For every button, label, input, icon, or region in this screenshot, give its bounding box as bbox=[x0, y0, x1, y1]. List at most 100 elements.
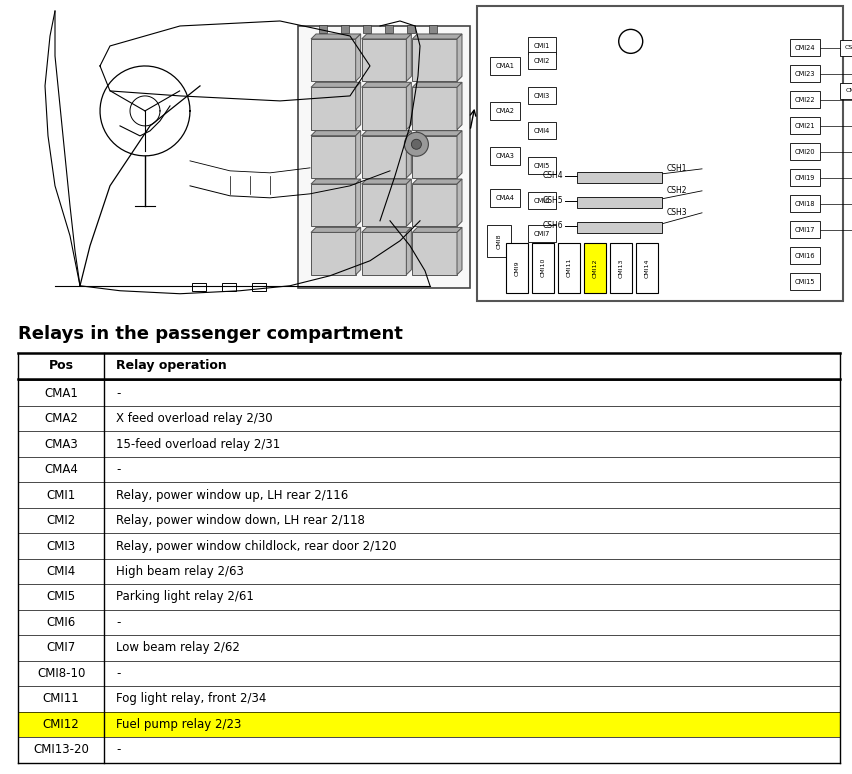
Text: 15-feed overload relay 2/31: 15-feed overload relay 2/31 bbox=[116, 437, 280, 450]
Circle shape bbox=[404, 132, 428, 156]
Bar bbox=[361, 135, 406, 178]
Text: CMI1: CMI1 bbox=[533, 43, 550, 49]
Polygon shape bbox=[406, 228, 411, 275]
Bar bbox=[789, 170, 819, 187]
Polygon shape bbox=[355, 179, 360, 227]
Text: CMI18: CMI18 bbox=[794, 200, 815, 207]
Bar bbox=[839, 83, 852, 99]
Text: CMI8: CMI8 bbox=[496, 233, 501, 248]
Bar bbox=[412, 184, 457, 227]
Circle shape bbox=[411, 139, 421, 149]
Polygon shape bbox=[457, 131, 462, 178]
Polygon shape bbox=[361, 82, 411, 87]
Text: High beam relay 2/63: High beam relay 2/63 bbox=[116, 565, 244, 578]
Polygon shape bbox=[311, 179, 360, 184]
Text: CMI5: CMI5 bbox=[533, 163, 550, 169]
Polygon shape bbox=[406, 82, 411, 130]
Polygon shape bbox=[311, 228, 360, 232]
Bar bbox=[361, 232, 406, 275]
Bar bbox=[527, 157, 556, 174]
Text: CSH2: CSH2 bbox=[666, 187, 687, 195]
Text: CMA1: CMA1 bbox=[495, 63, 514, 69]
Bar bbox=[319, 25, 326, 33]
Bar bbox=[222, 283, 236, 291]
Text: CMI8-10: CMI8-10 bbox=[37, 667, 85, 680]
Text: CMA3: CMA3 bbox=[495, 152, 514, 159]
Text: CMA3: CMA3 bbox=[44, 437, 78, 450]
Text: -: - bbox=[116, 463, 120, 476]
Bar bbox=[361, 87, 406, 130]
Bar bbox=[576, 172, 661, 183]
Bar bbox=[412, 39, 457, 81]
Bar bbox=[384, 25, 393, 33]
Bar bbox=[192, 283, 206, 291]
Text: CMI13: CMI13 bbox=[618, 258, 623, 278]
Text: CMI6: CMI6 bbox=[47, 616, 76, 629]
Polygon shape bbox=[311, 82, 360, 87]
Polygon shape bbox=[311, 34, 360, 39]
Bar bbox=[251, 283, 266, 291]
Polygon shape bbox=[361, 34, 411, 39]
Polygon shape bbox=[457, 179, 462, 227]
Text: CMA4: CMA4 bbox=[44, 463, 78, 476]
Text: CMI14: CMI14 bbox=[644, 258, 648, 278]
Text: CSH3: CSH3 bbox=[666, 208, 687, 217]
Bar bbox=[532, 243, 553, 293]
Polygon shape bbox=[406, 34, 411, 81]
Text: Low beam relay 2/62: Low beam relay 2/62 bbox=[116, 642, 240, 655]
Text: CMI6: CMI6 bbox=[533, 198, 550, 204]
Bar bbox=[297, 26, 469, 288]
Bar bbox=[489, 102, 520, 120]
Text: CSH5: CSH5 bbox=[542, 197, 562, 205]
Bar bbox=[505, 243, 527, 293]
Bar bbox=[429, 25, 436, 33]
Bar bbox=[584, 243, 605, 293]
Text: Fog light relay, front 2/34: Fog light relay, front 2/34 bbox=[116, 693, 267, 705]
Bar bbox=[527, 225, 556, 242]
Polygon shape bbox=[355, 131, 360, 178]
Bar bbox=[406, 25, 415, 33]
Bar bbox=[311, 87, 355, 130]
Polygon shape bbox=[361, 228, 411, 232]
Polygon shape bbox=[311, 131, 360, 135]
Text: CMI9: CMI9 bbox=[514, 260, 519, 276]
Bar bbox=[311, 135, 355, 178]
Text: Relay, power window up, LH rear 2/116: Relay, power window up, LH rear 2/116 bbox=[116, 488, 348, 502]
Text: CMI2: CMI2 bbox=[47, 514, 76, 527]
Polygon shape bbox=[355, 34, 360, 81]
Bar bbox=[789, 143, 819, 160]
Bar bbox=[576, 197, 661, 207]
Text: CMI23: CMI23 bbox=[794, 71, 815, 77]
Bar bbox=[361, 184, 406, 227]
Text: Parking light relay 2/61: Parking light relay 2/61 bbox=[116, 591, 254, 604]
Text: Relay operation: Relay operation bbox=[116, 359, 227, 372]
Bar bbox=[412, 87, 457, 130]
Text: CSH1: CSH1 bbox=[666, 164, 687, 173]
Polygon shape bbox=[355, 82, 360, 130]
Bar bbox=[609, 243, 631, 293]
Text: CMI20: CMI20 bbox=[794, 149, 815, 155]
Bar bbox=[576, 222, 661, 233]
Text: Relays in the passenger compartment: Relays in the passenger compartment bbox=[18, 324, 402, 343]
Bar bbox=[789, 118, 819, 135]
Text: CMA2: CMA2 bbox=[495, 108, 514, 114]
Text: Pos: Pos bbox=[49, 359, 73, 372]
Text: CMI19: CMI19 bbox=[794, 175, 815, 181]
Polygon shape bbox=[457, 228, 462, 275]
Text: CMA4: CMA4 bbox=[495, 195, 514, 200]
Text: CSH6: CSH6 bbox=[542, 221, 562, 231]
Text: -: - bbox=[116, 616, 120, 629]
Bar bbox=[839, 40, 852, 56]
Polygon shape bbox=[457, 82, 462, 130]
Bar bbox=[789, 66, 819, 82]
Text: CMI25: CMI25 bbox=[844, 88, 852, 94]
Bar bbox=[361, 39, 406, 81]
Text: CMI5: CMI5 bbox=[47, 591, 76, 604]
Bar bbox=[789, 247, 819, 264]
Bar bbox=[527, 122, 556, 139]
Text: -: - bbox=[116, 667, 120, 680]
Text: CMA1: CMA1 bbox=[44, 386, 78, 399]
Bar bbox=[789, 221, 819, 238]
Text: CMI4: CMI4 bbox=[47, 565, 76, 578]
Bar bbox=[489, 147, 520, 165]
